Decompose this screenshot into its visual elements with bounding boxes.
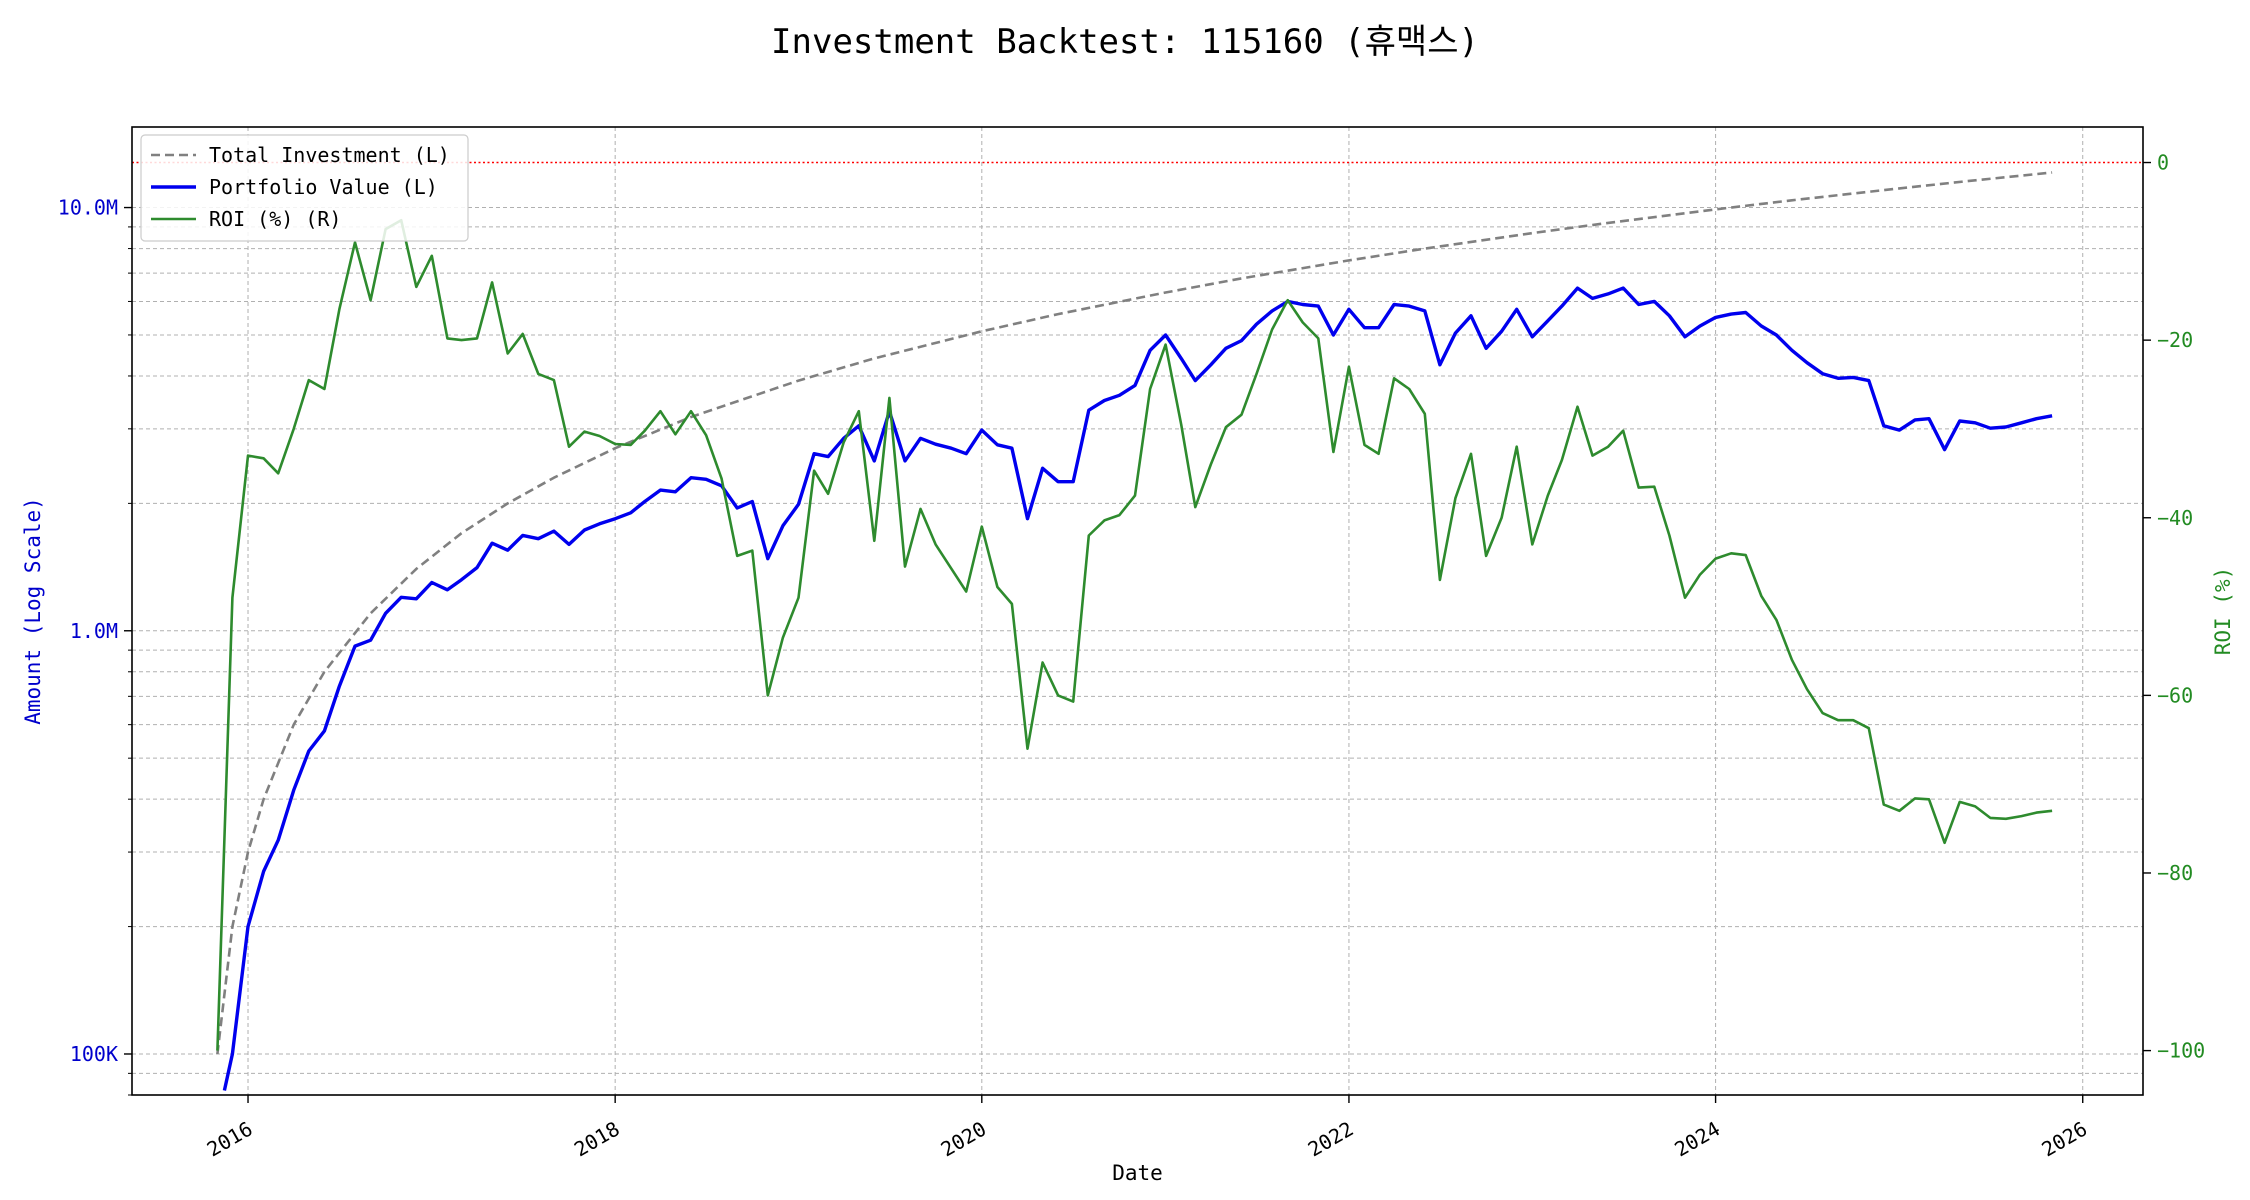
legend-entry-label: ROI (%) (R): [209, 207, 341, 231]
x-tick-label: 2026: [2038, 1117, 2092, 1162]
chart-title: Investment Backtest: 115160 (휴맥스): [771, 22, 1479, 62]
left-tick-label: 10.0M: [58, 196, 118, 220]
x-tick-label: 2020: [937, 1117, 991, 1162]
right-tick-label: −100: [2157, 1039, 2205, 1063]
legend: Total Investment (L) Portfolio Value (L) R…: [140, 134, 469, 242]
right-axis-label: ROI (%): [2211, 567, 2235, 656]
left-tick-label: 100K: [70, 1042, 118, 1066]
x-tick-label: 2022: [1304, 1117, 1358, 1162]
right-tick-label: −60: [2157, 683, 2193, 707]
x-axis-label: Date: [1112, 1161, 1163, 1185]
plot-frame: [131, 126, 2144, 1096]
left-axis-label: Amount (Log Scale): [21, 497, 45, 725]
left-tick-label: 1.0M: [70, 619, 118, 643]
portfolio-value-line: [222, 286, 2053, 1091]
legend-entry-label: Total Investment (L): [209, 143, 450, 167]
total-investment-line: [216, 171, 2053, 1055]
right-tick-label: −40: [2157, 506, 2193, 530]
right-tick-label: 0: [2157, 151, 2169, 175]
grid-lines: [132, 127, 2143, 1096]
x-tick-label: 2018: [570, 1117, 624, 1162]
right-tick-label: −20: [2157, 328, 2193, 352]
x-tick-label: 2024: [1670, 1117, 1724, 1162]
legend-entry-label: Portfolio Value (L): [209, 175, 438, 199]
x-tick-label: 2016: [203, 1117, 257, 1162]
roi-line: [216, 218, 2053, 1051]
right-tick-label: −80: [2157, 861, 2193, 885]
legend-box: [140, 134, 469, 242]
